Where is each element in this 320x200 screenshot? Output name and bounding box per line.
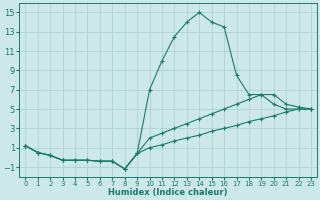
X-axis label: Humidex (Indice chaleur): Humidex (Indice chaleur) bbox=[108, 188, 228, 197]
